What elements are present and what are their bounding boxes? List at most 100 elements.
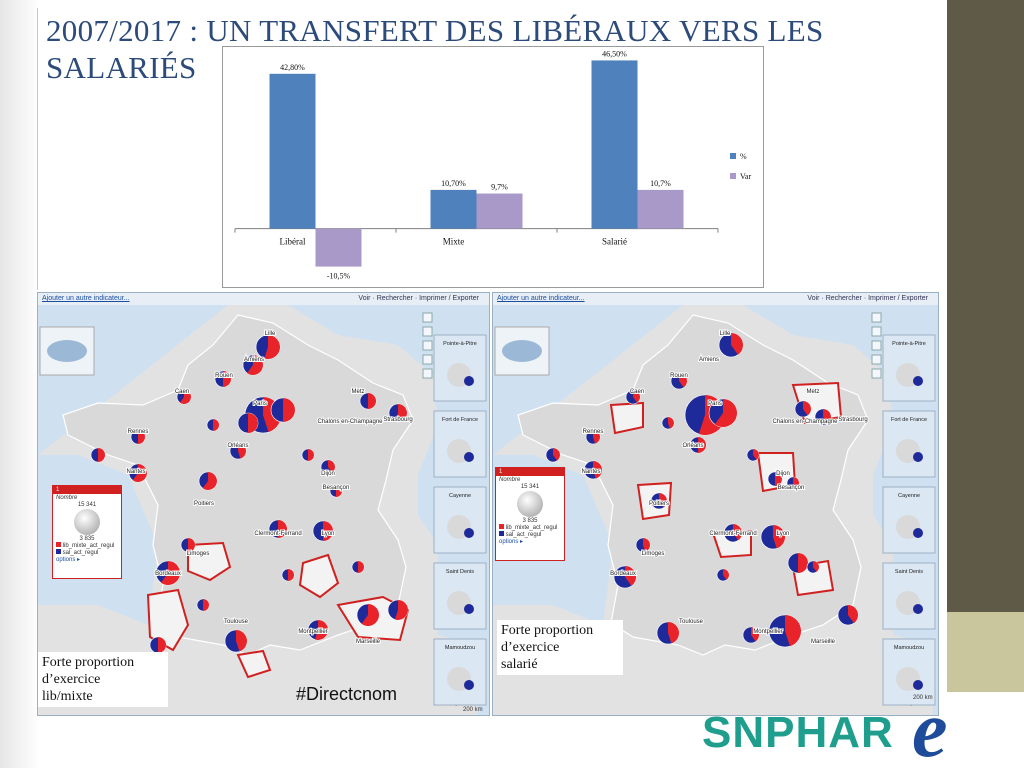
city-label: Montpellier <box>298 629 327 635</box>
data-label: 46,50% <box>602 49 627 58</box>
city-label: Marseille <box>811 639 836 645</box>
bubble-lib <box>593 430 600 444</box>
map-tools-menu[interactable]: Voir · Rechercher · Imprimer / Exporter <box>358 295 479 302</box>
bubble-lib <box>236 630 247 652</box>
inset-label: Pointe-à-Pitre <box>892 341 926 347</box>
city-label: Poitiers <box>194 501 214 507</box>
city-label: Strasbourg <box>838 417 867 423</box>
legend-min: 3 835 <box>79 536 95 542</box>
zoom-control <box>422 326 433 337</box>
legend-title: Nombre <box>56 495 78 501</box>
map-left-svg[interactable]: Lille Amiens Rouen Caen Paris Metz Chalons en-… <box>38 305 489 715</box>
bubble-lib <box>247 355 263 375</box>
bubble-lib <box>203 599 209 611</box>
inset-bubble <box>464 528 474 538</box>
bubble-lib <box>625 566 636 586</box>
bubble-lib <box>179 390 191 404</box>
category-label: Libéral <box>280 237 306 247</box>
legend-item-lib: lib_mixte_act_regul <box>496 524 564 531</box>
bar-0-1 <box>430 189 477 229</box>
map-right-svg[interactable]: Lille Amiens Rouen Caen Paris Metz Chalons en-… <box>493 305 938 715</box>
city-label: Chalons en-Champagne <box>317 419 383 425</box>
zoom-control <box>871 326 882 337</box>
legend-swatch-red <box>499 524 504 529</box>
bubble-lib <box>328 460 336 473</box>
map-left-caption: Forte proportion d’exercice lib/mixte <box>38 652 168 707</box>
legend-min: 3 835 <box>522 518 538 524</box>
bubble-lib <box>798 553 808 573</box>
snphar-logo: SNPHAR <box>702 708 894 757</box>
bubble-lib <box>213 419 219 431</box>
inset-label: Saint Denis <box>895 569 923 575</box>
zoom-control <box>422 340 433 351</box>
inset-bubble <box>913 528 923 538</box>
legend-title: Nombre <box>499 477 521 483</box>
add-indicator-link[interactable]: Ajouter un autre indicateur... <box>497 295 585 302</box>
inset-label: Mamoudzou <box>445 645 475 651</box>
city-label: Toulouse <box>224 619 249 625</box>
city-label: Caen <box>630 389 644 395</box>
map-left-toolbar: Ajouter un autre indicateur... Voir · Re… <box>38 293 489 305</box>
city-label: Rennes <box>128 429 149 435</box>
inset-bubble <box>913 452 923 462</box>
city-label: Nantes <box>126 469 145 475</box>
legend-label: % <box>740 152 747 161</box>
legend-options-link[interactable]: options ▸ <box>499 539 524 545</box>
city-label: Bordeaux <box>155 571 181 577</box>
city-label: Toulouse <box>679 619 704 625</box>
zoom-control <box>422 312 433 323</box>
bubble-lib <box>751 627 759 642</box>
bubble-lib <box>308 449 314 461</box>
legend-options-link[interactable]: options ▸ <box>56 557 81 563</box>
legend-item-sal: sal_act_regul <box>496 531 564 538</box>
zoom-control <box>871 368 882 379</box>
inset-label: Cayenne <box>898 493 920 499</box>
bubble-lib <box>775 472 782 486</box>
city-label: Amiens <box>244 357 264 363</box>
data-label: 42,80% <box>280 63 305 72</box>
map-tools-menu[interactable]: Voir · Rechercher · Imprimer / Exporter <box>807 295 928 302</box>
legend-index: 1 <box>496 468 564 476</box>
inset-bubble <box>464 452 474 462</box>
city-label: Rouen <box>215 373 233 379</box>
bubble-lib <box>553 448 560 461</box>
highlight-region-0 <box>609 401 644 435</box>
data-label: -10,5% <box>327 272 351 281</box>
category-label: Salarié <box>602 237 627 247</box>
inset-bubble <box>913 604 923 614</box>
legend-swatch <box>730 173 736 179</box>
slide-background <box>0 0 40 768</box>
data-label: 10,70% <box>441 179 466 188</box>
bubble-lib <box>160 561 181 585</box>
bubble-lib <box>823 409 831 424</box>
city-label: Poitiers <box>649 501 669 507</box>
world-thumbnail-globe <box>502 340 542 362</box>
zoom-control <box>871 340 882 351</box>
bubble-lib <box>394 600 409 620</box>
zoom-control <box>422 368 433 379</box>
bubble-lib <box>323 521 333 541</box>
bubble-lib <box>593 461 602 479</box>
city-label: Besançon <box>778 485 805 491</box>
inset-label: Fort de France <box>891 417 927 423</box>
bubble-lib <box>314 620 328 640</box>
slide-side-bar <box>947 0 1024 612</box>
map-left-legend: 1 Nombre 15 341 3 835 lib_mixte_act_regu… <box>52 485 122 579</box>
slide-side-bar-accent <box>947 612 1024 692</box>
city-label: Orléans <box>682 443 703 449</box>
map-right-toolbar: Ajouter un autre indicateur... Voir · Re… <box>493 293 938 305</box>
inset-bubble <box>913 680 923 690</box>
bubble-lib <box>731 333 743 355</box>
bubble-lib <box>138 430 145 444</box>
legend-item-lib: lib_mixte_act_regul <box>53 542 121 549</box>
bubble-lib <box>358 561 364 573</box>
city-label: Montpellier <box>753 629 782 635</box>
legend-label: Var <box>740 172 751 181</box>
add-indicator-link[interactable]: Ajouter un autre indicateur... <box>42 295 130 302</box>
city-label: Lille <box>265 331 276 337</box>
slide-title: 2007/2017 : UN TRANSFERT DES LIBÉRAUX VE… <box>46 13 824 85</box>
legend-swatch-blue <box>499 531 504 536</box>
city-label: Orléans <box>227 443 248 449</box>
bubble-lib <box>336 485 342 497</box>
bubble-lib <box>793 477 799 489</box>
